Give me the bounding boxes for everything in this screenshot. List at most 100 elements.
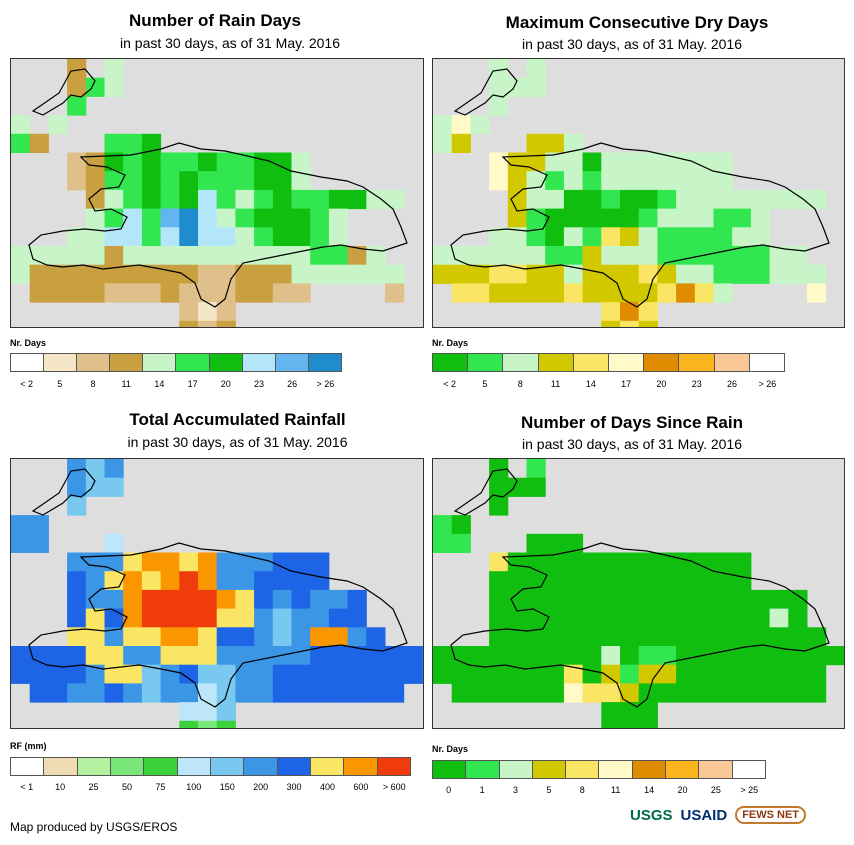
map-cell	[676, 152, 696, 172]
map-cell	[29, 264, 49, 284]
map-cell	[769, 683, 789, 703]
map-cell	[750, 246, 771, 266]
map-cell	[620, 646, 640, 666]
map-cell	[676, 227, 696, 247]
map-cell	[507, 208, 527, 228]
map-cell	[328, 208, 349, 228]
logos: USGS USAID FEWS NET	[630, 806, 807, 824]
map-cell	[254, 664, 274, 684]
map-cell	[638, 189, 658, 210]
map-cell	[48, 683, 68, 703]
map-cell	[470, 264, 490, 284]
map-cell	[545, 664, 565, 684]
map-cell	[563, 208, 584, 228]
map-cell	[85, 683, 105, 703]
map-cell	[141, 589, 162, 610]
map-cell	[451, 683, 471, 703]
map-cell	[347, 589, 367, 610]
map-cell	[347, 646, 367, 666]
legend-swatch	[468, 354, 504, 371]
map-cell	[272, 683, 292, 703]
map-cell	[433, 115, 453, 135]
map-cell	[638, 208, 658, 228]
map-cell	[676, 608, 696, 628]
map-cell	[310, 589, 330, 610]
map-cell	[601, 627, 621, 647]
map-cell	[254, 152, 274, 172]
map-cell	[620, 720, 640, 728]
panel-2-legend-ticks: < 2 5 8 11 14 17 20 23 26 > 26	[432, 379, 785, 391]
map-cell	[347, 627, 367, 647]
map-cell	[713, 227, 733, 247]
map-cell	[104, 59, 124, 79]
map-cell	[29, 683, 49, 703]
map-cell	[750, 683, 771, 703]
map-cell	[433, 664, 453, 684]
map-cell	[526, 77, 546, 97]
map-cell	[291, 571, 311, 591]
map-cell	[750, 646, 771, 666]
map-cell	[67, 227, 87, 247]
map-cell	[123, 683, 143, 703]
map-cell	[85, 571, 105, 591]
legend-swatch	[244, 758, 278, 775]
map-cell	[788, 246, 808, 266]
map-cell	[198, 683, 218, 703]
map-cell	[507, 171, 527, 191]
map-cell	[235, 152, 255, 172]
map-cell	[563, 264, 584, 284]
map-cell	[526, 477, 546, 497]
panel-4-legend-title: Nr. Days	[432, 744, 469, 754]
map-cell	[48, 115, 68, 135]
map-cell	[160, 171, 180, 191]
map-cell	[713, 589, 733, 610]
map-cell	[216, 720, 236, 728]
legend-swatch	[679, 354, 715, 371]
map-cell	[657, 683, 677, 703]
map-cell	[272, 264, 292, 284]
legend-tick-label: 26	[727, 379, 738, 389]
panel-2-subtitle: in past 30 days, as of 31 May. 2016	[522, 36, 742, 52]
map-cell	[433, 264, 453, 284]
map-cell	[216, 608, 236, 628]
map-cell	[160, 552, 180, 572]
map-cell	[272, 571, 292, 591]
map-cell	[638, 171, 658, 191]
map-cell	[160, 646, 180, 666]
map-cell	[67, 552, 87, 572]
map-cell	[403, 646, 423, 666]
map-cell	[750, 208, 771, 228]
map-cell	[582, 646, 602, 666]
map-cell	[272, 627, 292, 647]
map-cell	[85, 208, 105, 228]
map-cell	[638, 152, 658, 172]
map-cell	[470, 683, 490, 703]
map-cell	[366, 627, 386, 647]
legend-tick-label: 23	[691, 379, 702, 389]
map-cell	[732, 627, 752, 647]
map-cell	[198, 320, 218, 327]
map-cell	[216, 246, 236, 266]
map-cell	[601, 320, 621, 327]
map-cell	[104, 627, 124, 647]
map-cell	[545, 608, 565, 628]
map-cell	[788, 664, 808, 684]
panel-2-legend-title: Nr. Days	[432, 338, 469, 348]
map-cell	[104, 264, 124, 284]
map-cell	[254, 227, 274, 247]
map-cell	[489, 246, 509, 266]
map-cell	[526, 533, 546, 553]
map-cell	[713, 627, 733, 647]
map-cell	[366, 246, 386, 266]
map-cell	[563, 533, 584, 553]
map-cell	[563, 683, 584, 703]
map-cell	[676, 627, 696, 647]
map-cell	[526, 171, 546, 191]
map-cell	[620, 320, 640, 327]
map-cell	[601, 702, 621, 722]
map-cell	[85, 608, 105, 628]
map-cell	[328, 627, 349, 647]
map-cell	[620, 246, 640, 266]
map-cell	[141, 227, 162, 247]
map-cell	[141, 264, 162, 284]
